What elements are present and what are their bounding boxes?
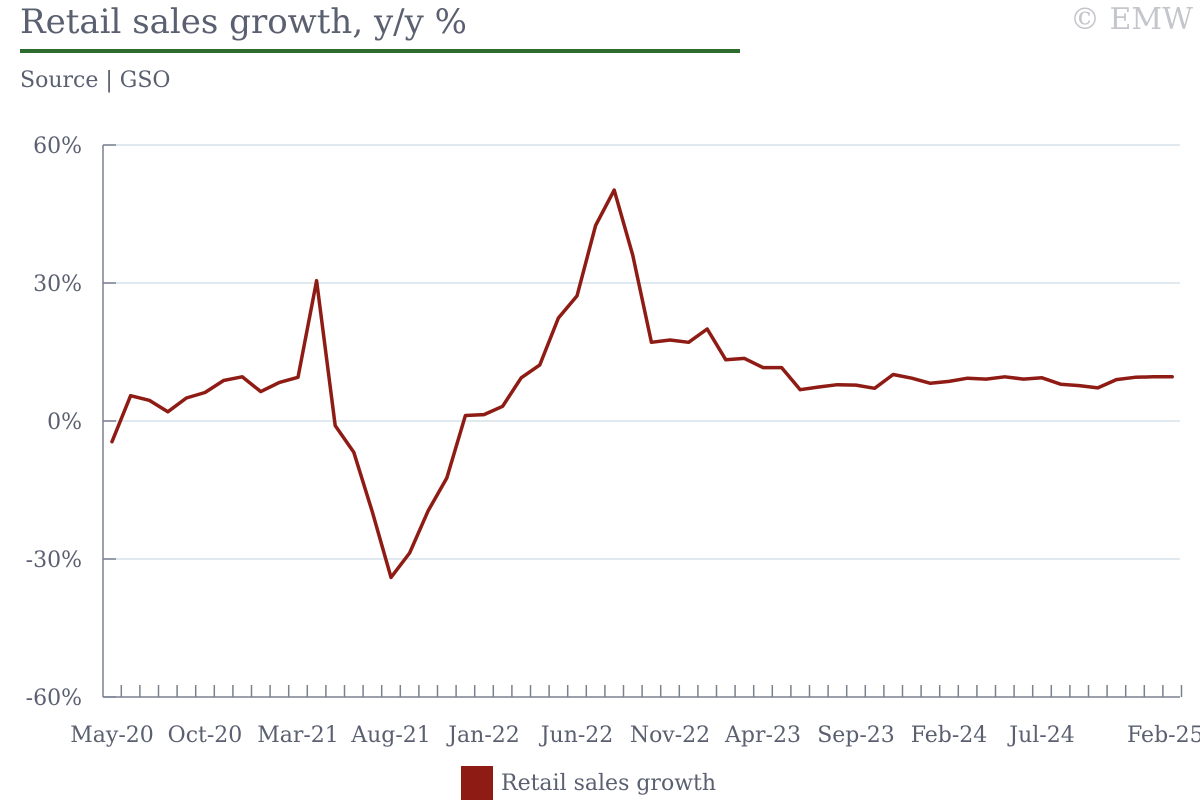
y-tick-label: 30% bbox=[33, 272, 82, 297]
x-tick-label: Sep-23 bbox=[817, 723, 895, 748]
legend: Retail sales growth bbox=[461, 766, 716, 800]
x-tick-label: Jan-22 bbox=[446, 723, 520, 748]
x-tick-label: Feb-24 bbox=[911, 723, 988, 748]
x-tick-label: Oct-20 bbox=[168, 723, 243, 748]
y-tick-label: 0% bbox=[47, 410, 82, 435]
y-tick-label: -60% bbox=[26, 686, 82, 711]
x-tick-label: May-20 bbox=[70, 723, 154, 748]
x-tick-label: Feb-25 bbox=[1127, 723, 1200, 748]
x-tick-label: Nov-22 bbox=[630, 723, 710, 748]
series-line-retail-sales-growth bbox=[110, 188, 1174, 580]
x-tick-label: Jun-22 bbox=[539, 723, 614, 748]
chart-source: Source | GSO bbox=[20, 68, 171, 93]
x-tick-label: Apr-23 bbox=[724, 723, 801, 748]
title-underline bbox=[20, 49, 740, 53]
legend-swatch bbox=[461, 766, 493, 800]
y-tick-label: -30% bbox=[26, 548, 82, 573]
copyright-watermark: © EMW bbox=[1070, 2, 1193, 37]
x-tick-label: Jul-24 bbox=[1007, 723, 1074, 748]
x-tick-label: Aug-21 bbox=[350, 723, 431, 748]
chart-title: Retail sales growth, y/y % bbox=[20, 2, 467, 42]
y-tick-label: 60% bbox=[33, 134, 82, 159]
legend-label: Retail sales growth bbox=[501, 770, 717, 796]
x-tick-label: Mar-21 bbox=[257, 723, 339, 748]
